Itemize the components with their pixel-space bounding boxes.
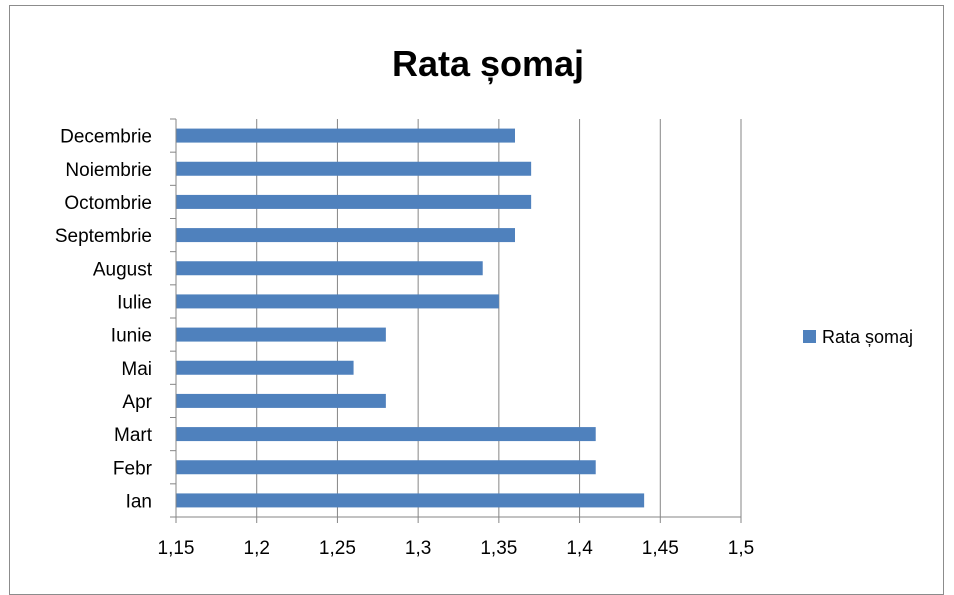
x-tick-label: 1,35	[480, 538, 517, 559]
x-tick-label: 1,5	[728, 538, 754, 559]
x-tick-label: 1,45	[642, 538, 679, 559]
bar	[176, 327, 386, 342]
legend-swatch	[803, 330, 816, 343]
category-label: Noiembrie	[65, 160, 152, 181]
bar	[176, 228, 515, 243]
x-tick-label: 1,15	[158, 538, 195, 559]
category-labels: Ian Febr Mart Apr Mai Iunie Iulie August Septemb…	[55, 127, 153, 513]
bar	[176, 261, 483, 276]
x-tick-label: 1,4	[566, 538, 593, 559]
category-label: Apr	[122, 392, 152, 413]
chart-title: Rata șomaj	[392, 43, 584, 84]
category-label: Ian	[126, 491, 152, 512]
grid-lines	[256, 119, 742, 517]
bar	[176, 460, 596, 475]
bar	[176, 393, 386, 408]
bars	[176, 128, 645, 508]
bar	[176, 427, 596, 442]
x-tick-label: 1,25	[319, 538, 356, 559]
category-label: Iunie	[111, 326, 152, 347]
category-label: Iulie	[117, 292, 152, 313]
category-label: Decembrie	[60, 127, 152, 148]
bar	[176, 128, 515, 143]
category-label: August	[93, 259, 153, 280]
x-tick-labels: 1,15 1,2 1,25 1,3 1,35 1,4 1,45 1,5	[158, 538, 755, 559]
category-label: Febr	[113, 458, 153, 479]
legend-label: Rata șomaj	[822, 327, 913, 347]
x-tick-label: 1,3	[405, 538, 431, 559]
bar	[176, 493, 645, 508]
x-tick-label: 1,2	[244, 538, 270, 559]
bar	[176, 360, 354, 375]
category-label: Octombrie	[64, 193, 152, 214]
bar	[176, 161, 532, 176]
bar-chart: Rata șomaj Ian Febr Mart Apr Mai Iunie Iulie Au…	[55, 43, 913, 559]
legend: Rata șomaj	[803, 327, 913, 347]
bar	[176, 294, 499, 309]
category-label: Septembrie	[55, 226, 152, 247]
axes	[170, 118, 742, 523]
category-label: Mai	[121, 359, 152, 380]
bar	[176, 194, 532, 209]
category-label: Mart	[114, 425, 153, 446]
